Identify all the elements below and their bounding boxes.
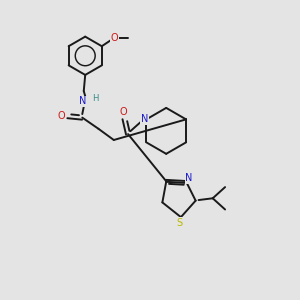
Text: N: N	[79, 96, 86, 106]
Text: S: S	[176, 218, 182, 228]
Text: N: N	[185, 173, 193, 183]
Text: N: N	[141, 114, 148, 124]
Text: H: H	[92, 94, 98, 103]
Text: O: O	[119, 107, 127, 117]
Text: O: O	[110, 33, 118, 43]
Text: O: O	[58, 111, 65, 121]
